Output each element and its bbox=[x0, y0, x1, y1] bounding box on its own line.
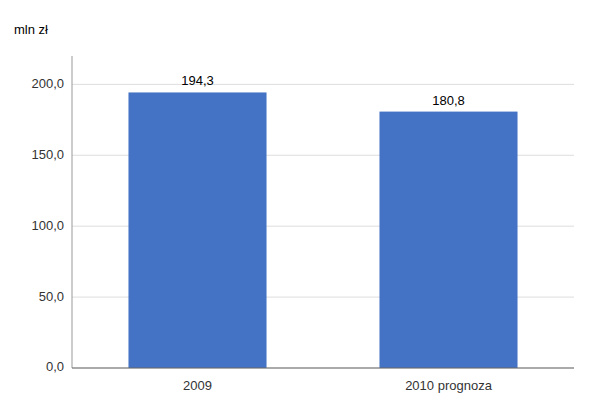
x-axis-line bbox=[72, 368, 574, 369]
data-label: 180,8 bbox=[432, 93, 465, 108]
y-axis-line bbox=[72, 56, 73, 368]
y-tick-label: 200,0 bbox=[31, 76, 64, 91]
bar bbox=[379, 112, 517, 368]
y-tick-label: 100,0 bbox=[31, 218, 64, 233]
data-labels: 194,3 180,8 bbox=[181, 73, 465, 107]
chart: 0,0 50,0 100,0 150,0 200,0 2009 2010 prognoza 1… bbox=[0, 0, 596, 420]
x-tick-label: 2010 prognoza bbox=[405, 378, 493, 393]
y-tick-label: 50,0 bbox=[39, 289, 64, 304]
grid-line bbox=[72, 368, 574, 369]
y-ticks: 0,0 50,0 100,0 150,0 200,0 bbox=[31, 76, 64, 375]
x-tick-label: 2009 bbox=[183, 378, 212, 393]
data-label: 194,3 bbox=[181, 73, 214, 88]
grid-line bbox=[72, 84, 574, 85]
grid bbox=[72, 84, 574, 368]
y-axis-label: mln zł bbox=[14, 22, 48, 37]
x-ticks: 2009 2010 prognoza bbox=[183, 378, 493, 393]
y-tick-label: 0,0 bbox=[46, 359, 64, 374]
bars bbox=[128, 92, 517, 368]
bar bbox=[128, 92, 266, 368]
y-tick-label: 150,0 bbox=[31, 147, 64, 162]
